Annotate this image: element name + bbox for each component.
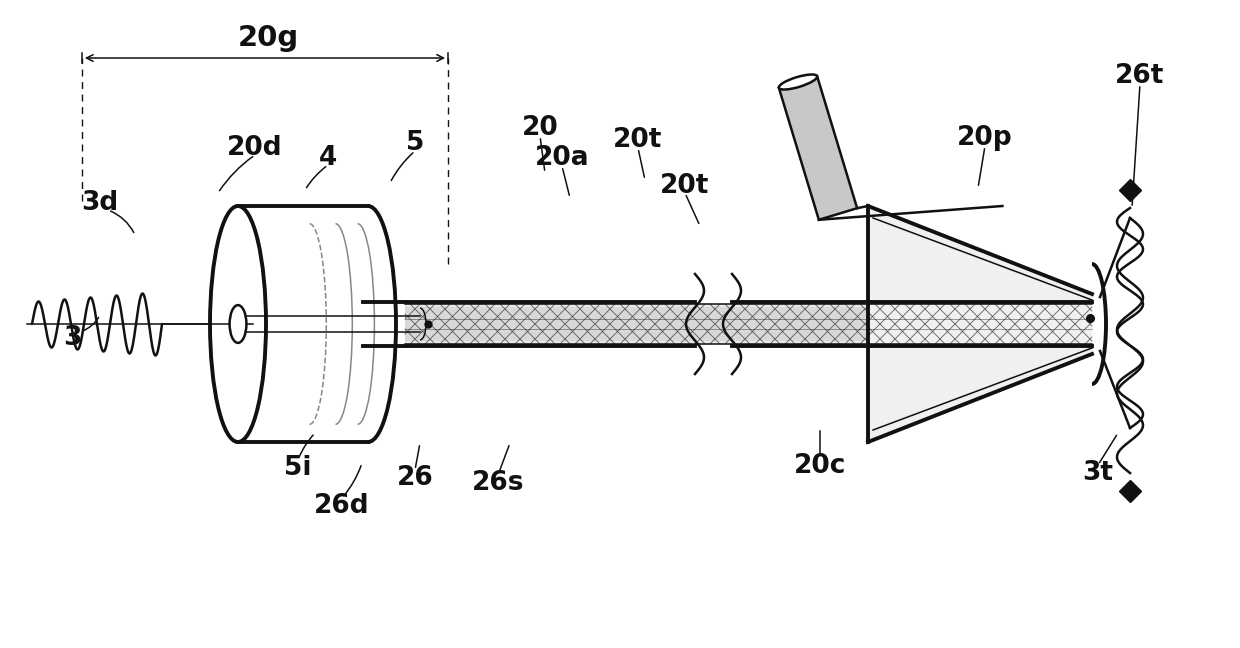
Polygon shape [779,76,857,220]
Ellipse shape [229,305,247,343]
Text: 5: 5 [405,130,424,156]
Text: 26d: 26d [314,493,370,519]
Text: 2: 2 [786,87,805,113]
Ellipse shape [779,75,817,89]
Text: 26s: 26s [471,470,525,496]
Text: 3: 3 [63,325,81,351]
Polygon shape [868,206,1092,442]
Bar [405,304,1092,344]
Text: 3t: 3t [1083,460,1114,486]
Text: 20: 20 [522,115,558,141]
Bar [405,341,1092,344]
Text: 26: 26 [397,465,433,491]
Text: 20d: 20d [227,135,283,161]
Text: 20c: 20c [794,453,846,479]
Text: 20a: 20a [534,145,589,171]
Ellipse shape [210,206,267,442]
Text: 20g: 20g [237,24,299,52]
Text: 20t: 20t [661,173,709,199]
Text: 20p: 20p [957,125,1013,151]
Bar [405,304,1092,307]
Text: 26t: 26t [1115,63,1164,89]
Text: 4: 4 [319,145,337,171]
Text: 3d: 3d [82,190,119,216]
Text: 20t: 20t [614,127,662,153]
Text: 5i: 5i [284,455,311,481]
